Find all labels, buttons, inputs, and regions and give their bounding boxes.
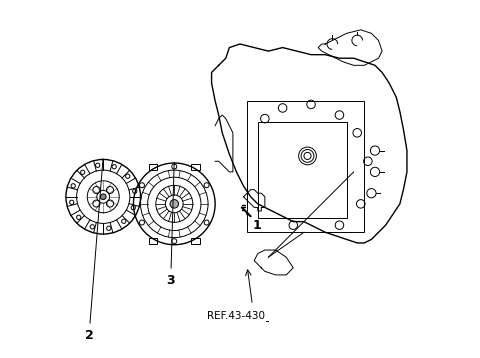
Bar [149,238,157,244]
Bar [149,164,157,170]
Bar [192,164,200,170]
Text: REF.43-430: REF.43-430 [207,311,265,321]
Text: 2: 2 [84,159,103,342]
Text: 3: 3 [167,162,175,287]
Circle shape [100,194,106,200]
Bar [192,238,200,244]
Circle shape [170,200,179,208]
Bar [258,122,347,218]
Text: 1: 1 [246,214,262,232]
